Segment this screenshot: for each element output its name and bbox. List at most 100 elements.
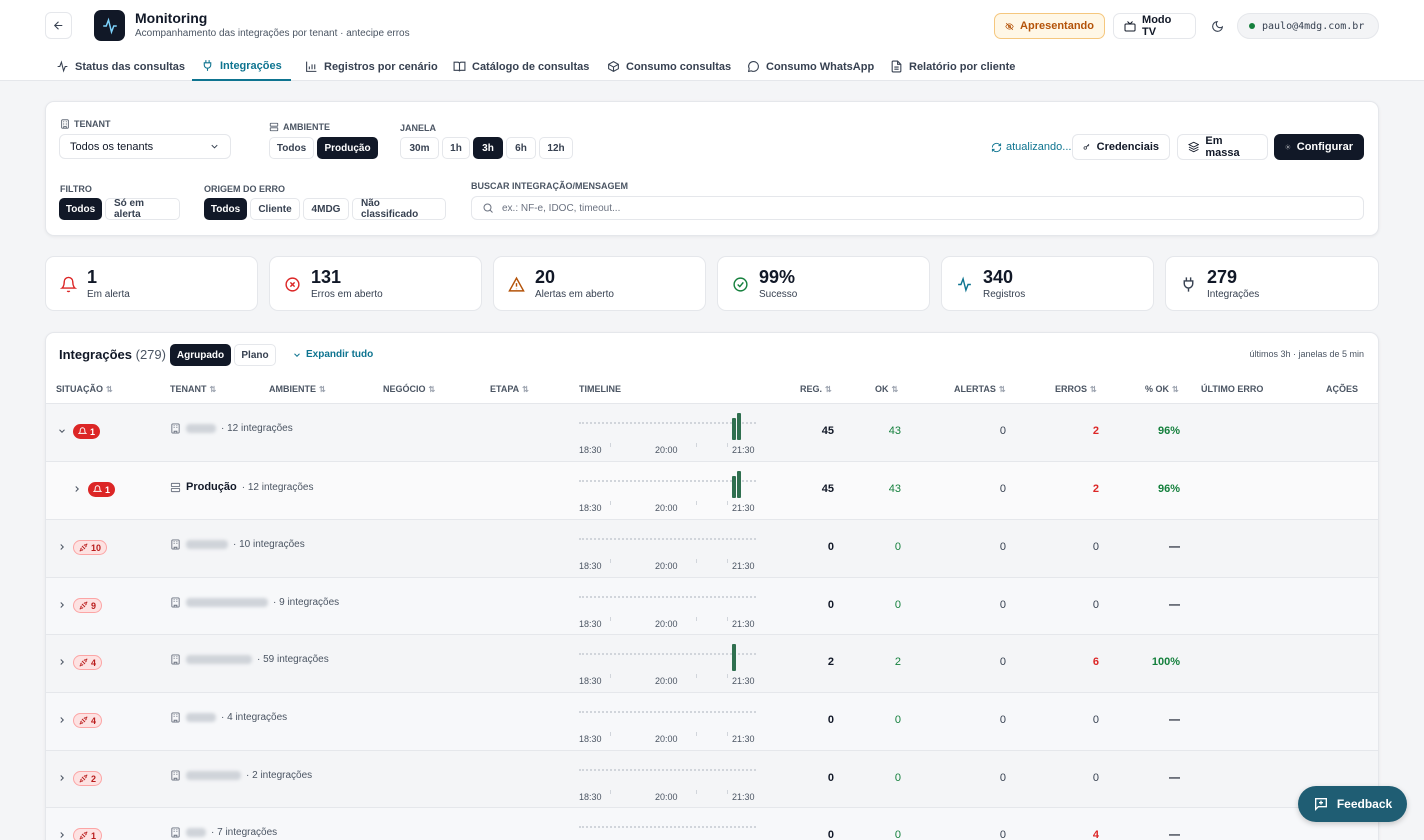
cell-alertas: 0 (999, 656, 1006, 668)
col-ok[interactable]: OK ⇅ (875, 384, 899, 394)
mode-agrupado[interactable]: Agrupado (170, 344, 231, 366)
col-reg[interactable]: Reg. ⇅ (800, 384, 832, 394)
table-row[interactable] (46, 461, 1378, 519)
chevron-right-icon[interactable] (57, 830, 67, 840)
table-row[interactable] (46, 634, 1378, 692)
ambiente-producao[interactable]: Produção (317, 137, 378, 159)
chevron-right-icon[interactable] (57, 773, 67, 786)
tenant-select[interactable]: Todos os tenants (59, 134, 231, 159)
timeline-bar (732, 476, 736, 498)
table-row[interactable] (46, 807, 1378, 840)
building-icon (171, 423, 180, 434)
tenant-name-blurred (186, 424, 216, 433)
status-badge: 1 (88, 482, 116, 497)
timeline-tick-label: 21:30 (732, 561, 755, 571)
tv-icon (1124, 20, 1136, 32)
cell-pct: — (1169, 772, 1180, 784)
janela-12h[interactable]: 12h (539, 137, 573, 159)
timeline-tick-label: 18:30 (579, 734, 602, 744)
filtro-so-alerta[interactable]: Só em alerta (105, 198, 180, 220)
col-ambiente[interactable]: Ambiente ⇅ (269, 384, 326, 394)
plug-icon (1179, 275, 1197, 293)
origem-4mdg[interactable]: 4MDG (303, 198, 349, 220)
cell-ok: 2 (894, 656, 901, 668)
cell-ok: 0 (894, 599, 901, 611)
bell-icon (78, 427, 87, 434)
origem-nao-classificado[interactable]: Não classificado (352, 198, 446, 220)
kpi-sucesso: 99% Sucesso (717, 256, 930, 311)
kpi-value: 99% (759, 267, 796, 287)
janela-1h[interactable]: 1h (442, 137, 470, 159)
timeline-sparkline: 18:30 20:00 21:30 (579, 758, 757, 802)
back-button[interactable] (45, 12, 72, 39)
box-icon (608, 61, 619, 72)
col-timeline: Timeline (579, 384, 621, 394)
em-massa-button[interactable]: Em massa (1177, 134, 1268, 160)
ambiente-todos[interactable]: Todos (269, 137, 314, 159)
table-row[interactable] (46, 577, 1378, 635)
filtro-label: Filtro (60, 184, 92, 194)
chevron-right-icon[interactable] (57, 542, 67, 555)
search-icon (483, 203, 493, 213)
cell-ok: 43 (888, 483, 901, 495)
table-row[interactable] (46, 692, 1378, 750)
mode-plano[interactable]: Plano (234, 344, 276, 366)
tab-integracoes[interactable]: Integrações (192, 52, 291, 81)
janela-3h[interactable]: 3h (473, 137, 503, 159)
filtro-todos[interactable]: Todos (59, 198, 102, 220)
origem-todos[interactable]: Todos (204, 198, 247, 220)
unplug-icon (79, 543, 88, 552)
status-badge: 4 (73, 655, 103, 670)
timeline-sparkline: 18:30 20:00 21:30 (579, 469, 757, 513)
em-massa-label: Em massa (1205, 135, 1240, 159)
tv-mode-button[interactable]: Modo TV (1113, 13, 1196, 39)
cell-reg: 45 (821, 425, 834, 437)
timeline-tick-label: 18:30 (579, 676, 602, 686)
theme-toggle[interactable] (1206, 13, 1228, 39)
chevron-right-icon[interactable] (57, 715, 67, 728)
col-negocio[interactable]: Negócio ⇅ (383, 384, 436, 394)
chevron-down-icon[interactable] (57, 426, 67, 439)
configurar-button[interactable]: Configurar (1274, 134, 1364, 160)
tab-catalogo-consultas[interactable]: Catálogo de consultas (444, 52, 598, 81)
col-erros[interactable]: Erros ⇅ (1055, 384, 1097, 394)
tab-status-consultas[interactable]: Status das consultas (47, 52, 194, 81)
ambiente-segment: Todos Produção (269, 137, 378, 159)
col-pct-ok[interactable]: % OK ⇅ (1145, 384, 1179, 394)
table-row[interactable] (46, 403, 1378, 461)
col-tenant[interactable]: Tenant ⇅ (170, 384, 217, 394)
col-alertas[interactable]: Alertas ⇅ (954, 384, 1006, 394)
unplug-icon (79, 774, 88, 783)
col-etapa[interactable]: Etapa ⇅ (490, 384, 529, 394)
tab-relatorio-cliente[interactable]: Relatório por cliente (881, 52, 1024, 81)
tab-registros-cenario[interactable]: Registros por cenário (296, 52, 447, 81)
chevron-right-icon[interactable] (57, 657, 67, 670)
ambiente-label: Ambiente (269, 122, 330, 132)
tab-consumo-consultas[interactable]: Consumo consultas (598, 52, 740, 81)
file-icon (891, 60, 902, 73)
tenant-cell: · 9 integrações (170, 597, 339, 608)
search-input[interactable] (502, 202, 1102, 214)
origem-cliente[interactable]: Cliente (250, 198, 300, 220)
timeline-tick-label: 20:00 (655, 619, 678, 629)
cell-erros: 2 (1092, 425, 1099, 437)
col-situacao[interactable]: Situação ⇅ (56, 384, 113, 394)
plug-icon (203, 60, 212, 71)
timeline-tick-label: 20:00 (655, 792, 678, 802)
janela-6h[interactable]: 6h (506, 137, 536, 159)
presenting-button[interactable]: Apresentando (994, 13, 1105, 39)
cell-pct: 100% (1151, 656, 1180, 668)
table-row[interactable] (46, 519, 1378, 577)
chevron-right-icon[interactable] (57, 600, 67, 613)
feedback-icon (1314, 798, 1327, 811)
user-menu[interactable]: paulo@4mdg.com.br (1237, 13, 1379, 39)
cell-erros: 4 (1092, 829, 1099, 840)
feedback-button[interactable]: Feedback (1298, 786, 1407, 822)
chevron-right-icon[interactable] (72, 484, 82, 497)
janela-30m[interactable]: 30m (400, 137, 439, 159)
expand-all-button[interactable]: Expandir tudo (292, 349, 373, 360)
kpi-value: 340 (983, 267, 1014, 287)
credenciais-button[interactable]: Credenciais (1072, 134, 1170, 160)
tab-consumo-whatsapp[interactable]: Consumo WhatsApp (738, 52, 883, 81)
table-row[interactable] (46, 750, 1378, 808)
